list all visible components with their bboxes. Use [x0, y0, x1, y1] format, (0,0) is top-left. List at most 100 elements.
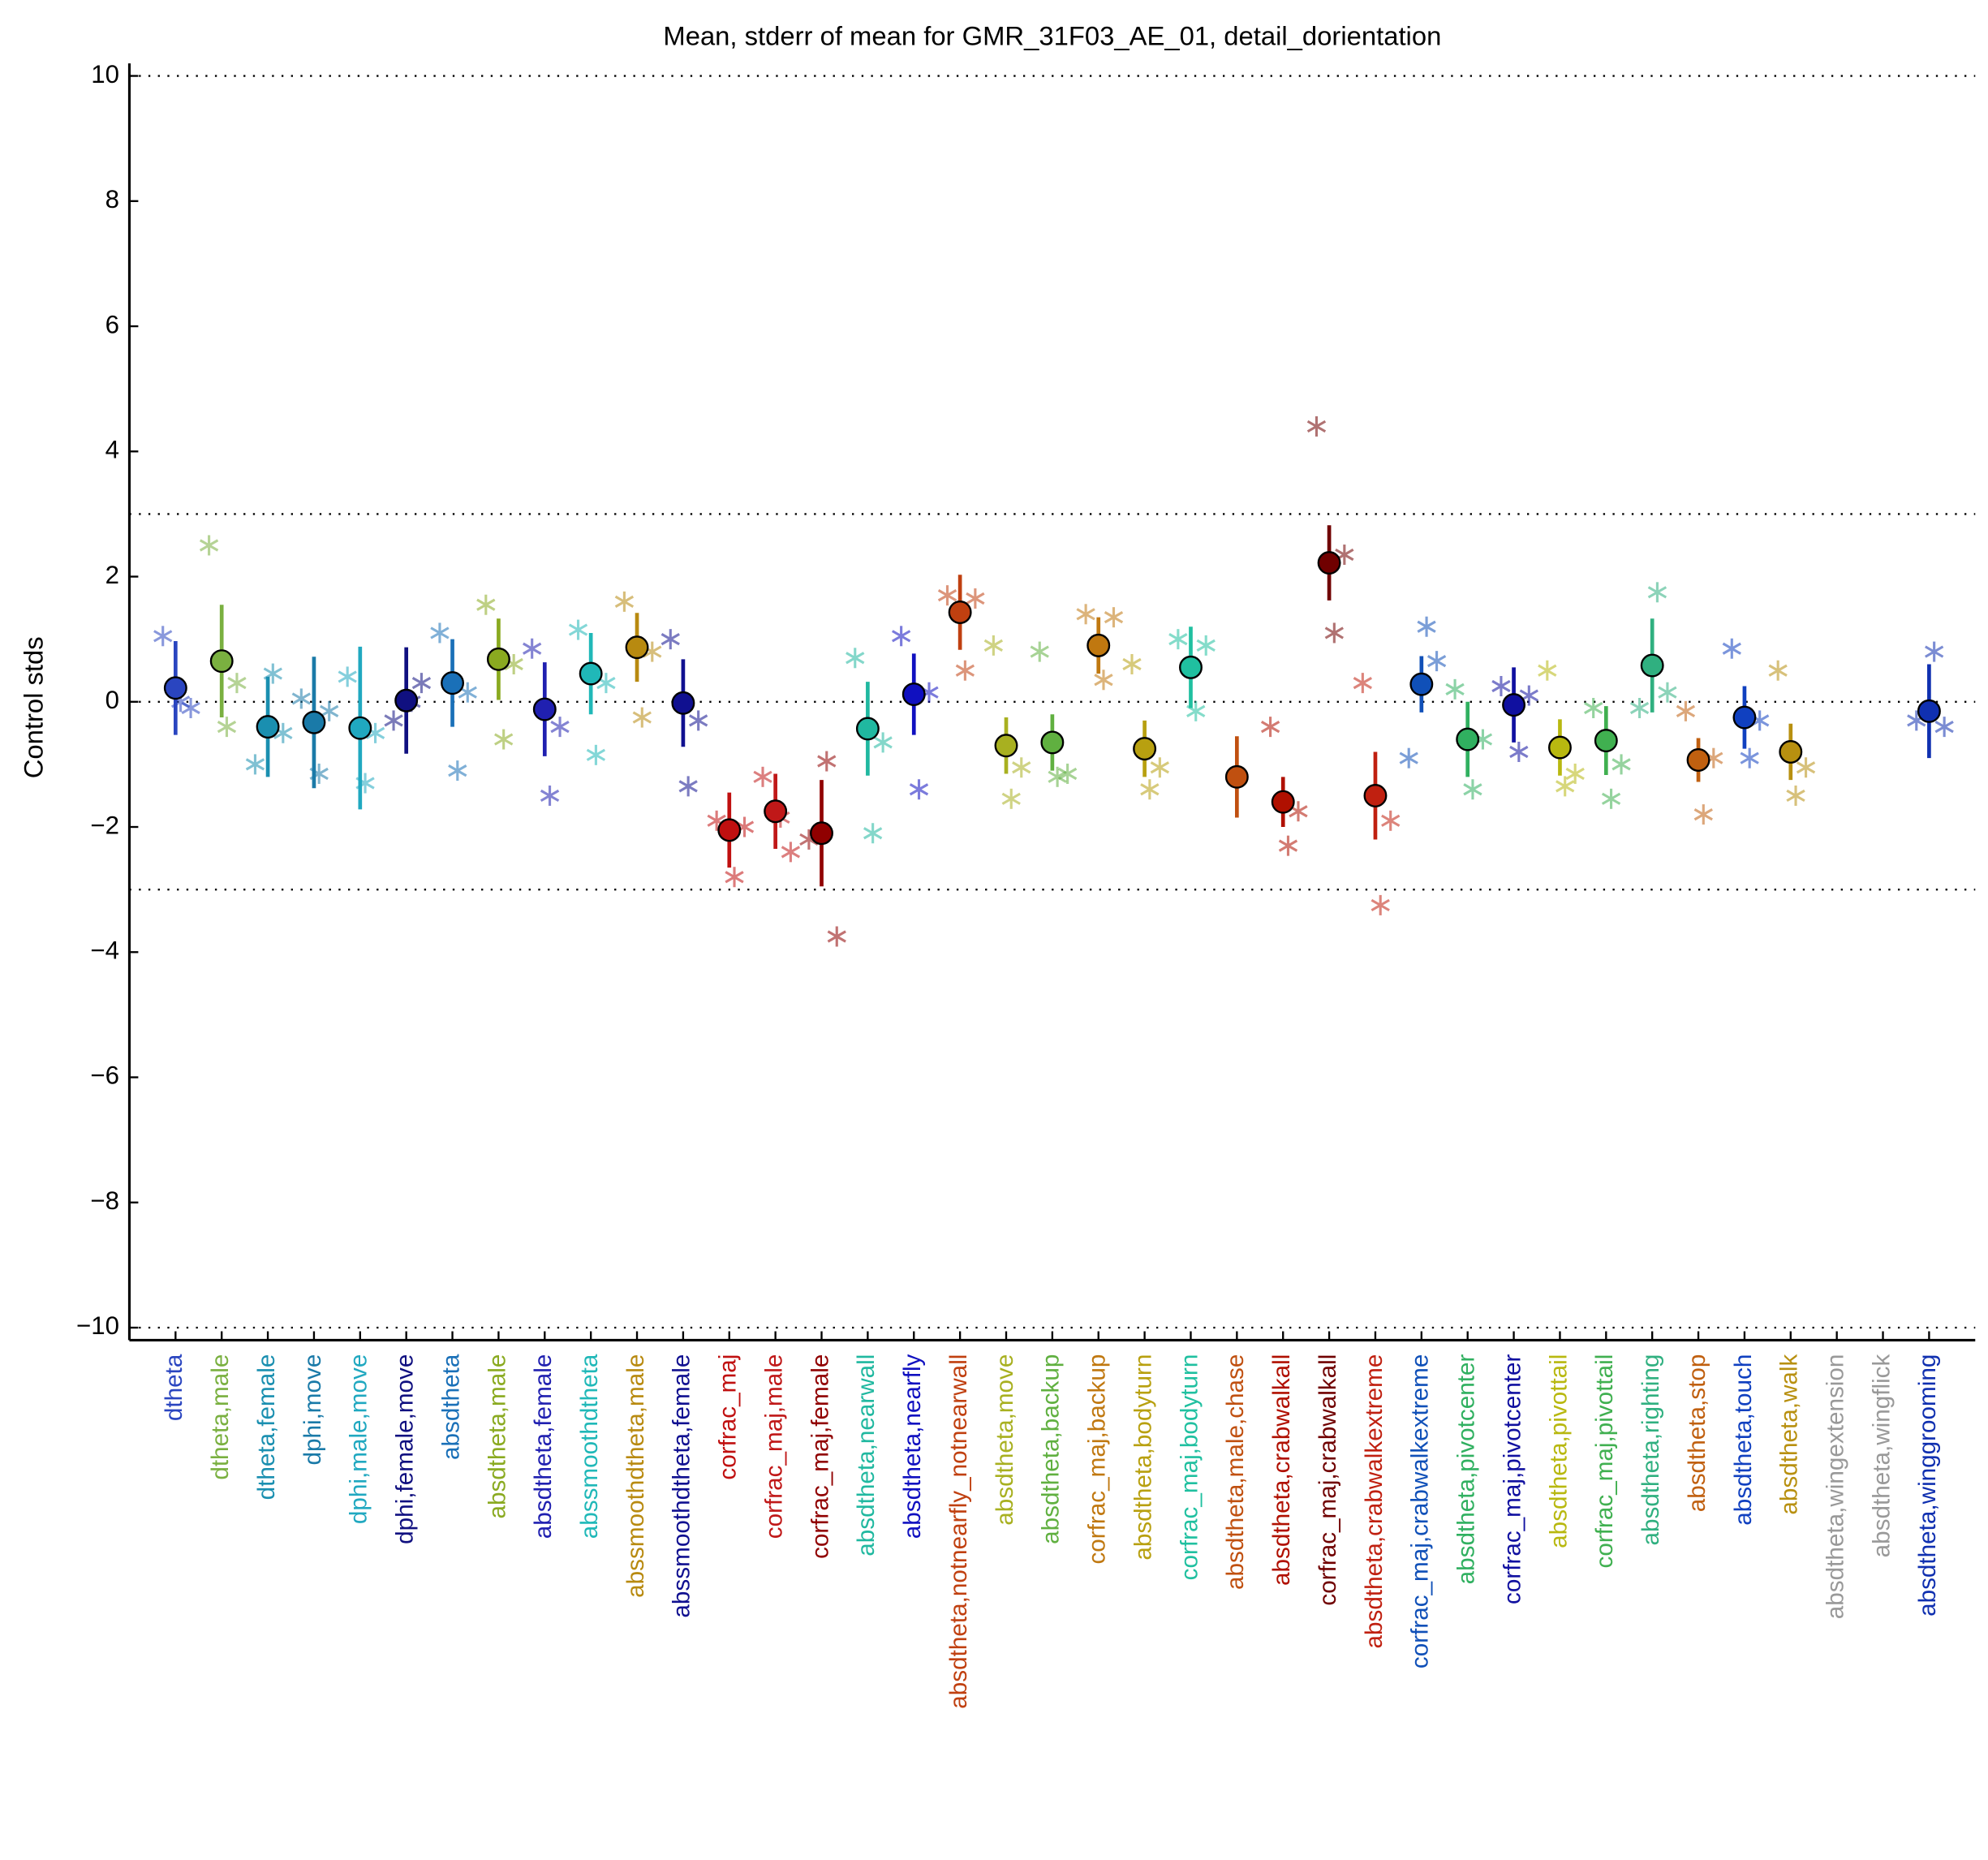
asterisk: [448, 760, 467, 781]
asterisk: [320, 700, 339, 721]
asterisk: [540, 785, 560, 806]
asterisk: [1463, 779, 1482, 800]
x-tick-label: absdtheta,nearwall: [853, 1354, 880, 1556]
x-tick-label: corfrac_maj,pivottail: [1591, 1354, 1618, 1569]
mean-marker: [855, 717, 880, 741]
x-tick-label: absdtheta,female: [530, 1354, 557, 1539]
mean-marker: [1547, 735, 1572, 760]
x-tick-label: absdtheta,move: [992, 1354, 1018, 1526]
mean-marker: [209, 649, 234, 674]
mean-marker: [810, 821, 833, 846]
asterisk: [1381, 810, 1401, 831]
asterisk: [1426, 651, 1447, 672]
y-tick-label: 10: [91, 60, 119, 88]
x-tick-label: absdtheta,notnearfly_notnearwall: [945, 1354, 972, 1709]
x-tick-label: absdtheta,bodyturn: [1130, 1354, 1156, 1561]
asterisk: [1786, 785, 1805, 806]
asterisk: [1934, 717, 1954, 738]
y-tick-label: 0: [105, 686, 119, 714]
x-tick-label: absdtheta,crabwalkextreme: [1361, 1354, 1388, 1649]
y-tick-label: −6: [90, 1061, 119, 1090]
mean-marker: [1917, 699, 1941, 723]
asterisk: [430, 622, 450, 644]
x-tick-label: dtheta: [161, 1354, 187, 1421]
asterisk: [384, 710, 403, 731]
asterisk: [586, 744, 606, 765]
asterisk: [1556, 776, 1575, 797]
y-tick-label: −8: [90, 1186, 119, 1215]
y-tick-label: 4: [105, 436, 119, 464]
asterisk: [1104, 607, 1124, 628]
mean-marker: [994, 734, 1018, 758]
asterisk: [1371, 894, 1390, 915]
x-tick-label: absdtheta,stop: [1684, 1354, 1710, 1513]
mean-marker: [532, 697, 557, 721]
x-tick-label: absdtheta,touch: [1730, 1354, 1757, 1526]
asterisk: [1417, 616, 1436, 637]
x-tick-label: absdtheta,crabwalkall: [1268, 1354, 1295, 1586]
x-tick-label: dtheta,female: [253, 1354, 280, 1500]
mean-marker: [1456, 727, 1480, 751]
y-tick-label: 2: [105, 561, 119, 589]
x-tick-label: corfrac_maj,bodyturn: [1176, 1354, 1203, 1581]
asterisk: [753, 766, 772, 787]
asterisk: [1676, 700, 1696, 721]
asterisk: [1647, 582, 1667, 603]
asterisk: [1693, 804, 1713, 825]
x-tick-label: absdtheta,righting: [1637, 1354, 1664, 1546]
mean-marker: [394, 688, 419, 713]
asterisk: [955, 660, 975, 681]
mean-marker: [348, 716, 372, 740]
asterisk: [937, 585, 957, 606]
mean-marker: [302, 710, 326, 734]
asterisk: [227, 673, 247, 694]
x-tick-label: dtheta,male: [207, 1354, 234, 1480]
mean-marker: [764, 799, 788, 824]
mean-marker: [1502, 693, 1526, 717]
asterisk: [245, 754, 265, 775]
asterisk: [1353, 673, 1372, 694]
asterisk: [846, 648, 865, 669]
asterisk: [476, 594, 496, 615]
mean-marker: [1271, 790, 1295, 814]
asterisk: [1925, 641, 1944, 662]
asterisk: [1260, 717, 1280, 738]
asterisk: [1740, 747, 1759, 769]
asterisk: [411, 673, 432, 694]
asterisk: [1306, 415, 1327, 437]
mean-marker: [671, 691, 695, 715]
asterisk: [614, 591, 635, 612]
asterisk: [550, 717, 570, 738]
asterisk: [1796, 757, 1816, 778]
asterisk: [1491, 675, 1511, 696]
x-tick-label: absdtheta,wingextension: [1822, 1354, 1849, 1620]
asterisk: [1722, 638, 1741, 659]
y-tick-label: −2: [90, 811, 119, 839]
x-tick-label: dphi,move: [299, 1354, 326, 1466]
asterisk: [1122, 654, 1142, 674]
mean-marker: [1317, 551, 1341, 575]
mean-marker: [486, 647, 510, 671]
asterisk: [1094, 670, 1113, 691]
asterisk: [1168, 629, 1188, 650]
x-tick-label: absdtheta,pivottail: [1545, 1354, 1572, 1548]
asterisk: [1445, 678, 1465, 700]
x-tick-label: corfrac_maj,crabwalkall: [1315, 1354, 1341, 1606]
mean-marker: [717, 818, 742, 842]
mean-marker: [948, 601, 972, 624]
asterisk: [966, 588, 985, 609]
asterisk: [1565, 763, 1585, 784]
asterisk: [1658, 682, 1677, 703]
mean-marker: [163, 676, 187, 700]
mean-marker: [1224, 764, 1249, 789]
asterisk: [863, 823, 883, 844]
x-tick-label: abssmoothdtheta: [576, 1354, 603, 1539]
asterisk: [873, 732, 893, 753]
asterisk: [181, 697, 200, 718]
mean-marker: [1640, 653, 1664, 678]
x-tick-label: absdtheta,walk: [1776, 1354, 1803, 1514]
asterisk: [817, 751, 837, 772]
asterisk: [153, 626, 173, 647]
asterisk: [827, 926, 846, 947]
